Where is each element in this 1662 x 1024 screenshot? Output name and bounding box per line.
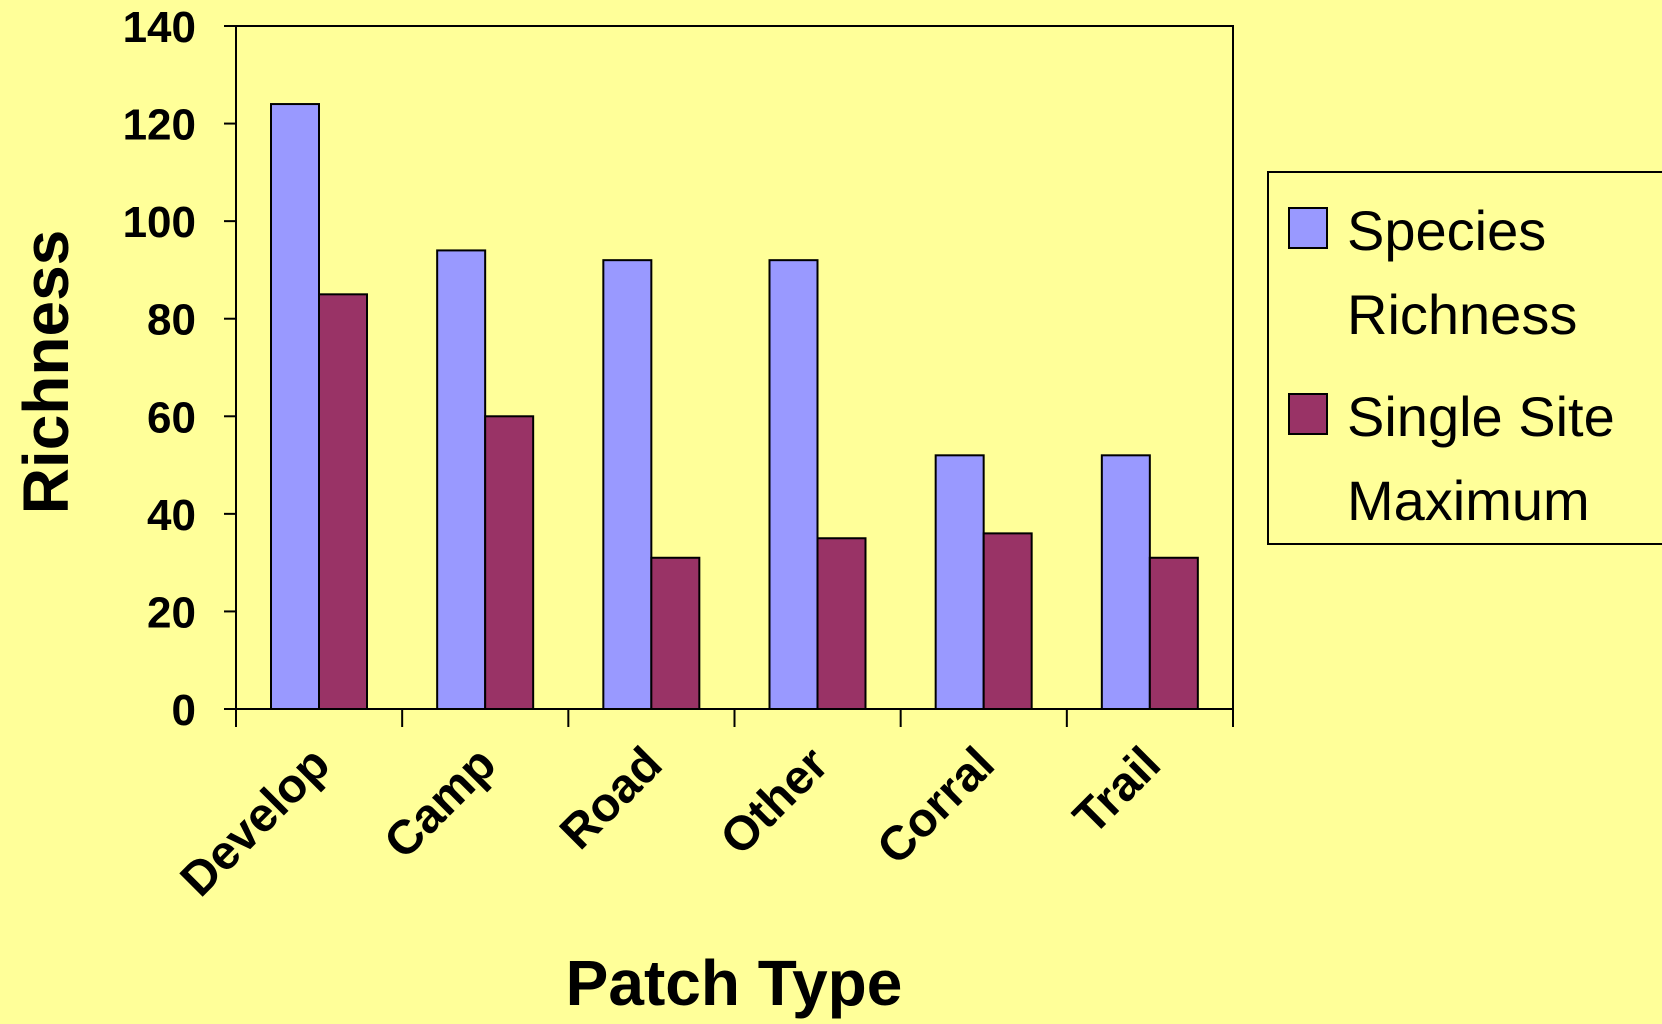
legend-swatch xyxy=(1288,393,1328,435)
x-tick-label: Camp xyxy=(375,737,507,869)
bar-species-richness-trail xyxy=(1100,454,1151,711)
y-tick-label: 60 xyxy=(147,393,196,442)
x-axis-title: Patch Type xyxy=(566,947,903,1019)
bar-species-richness-corral xyxy=(934,454,985,711)
legend: Species Richness Single Site Maximum xyxy=(1267,171,1662,545)
bar-species-richness-other xyxy=(768,259,819,710)
y-tick-label: 40 xyxy=(147,491,196,540)
y-axis-title: Richness xyxy=(10,230,82,515)
y-tick-label: 80 xyxy=(147,296,196,345)
bar-single-site-maximum-trail xyxy=(1148,556,1199,710)
y-tick-label: 20 xyxy=(147,588,196,637)
bar-species-richness-road xyxy=(602,259,653,710)
legend-swatch xyxy=(1288,207,1328,249)
y-tick-label: 100 xyxy=(123,198,196,247)
bar-single-site-maximum-camp xyxy=(484,415,535,710)
y-tick-label: 120 xyxy=(123,101,196,150)
legend-box xyxy=(1267,171,1662,545)
x-tick-label: Road xyxy=(550,737,672,859)
plot-area xyxy=(235,25,1234,711)
y-axis: 0 20 40 60 80 100 120 140 xyxy=(123,3,236,735)
bar-species-richness-develop xyxy=(270,103,320,711)
legend-label: Richness xyxy=(1347,283,1577,346)
x-tick-label: Develop xyxy=(171,737,341,907)
y-tick-label: 0 xyxy=(172,686,196,735)
bar-single-site-maximum-corral xyxy=(982,532,1033,710)
x-tick-label: Trail xyxy=(1064,737,1171,844)
x-axis: Develop Camp Road Other Corral Trail xyxy=(171,709,1234,907)
y-tick-label: 140 xyxy=(123,3,196,52)
plot-frame xyxy=(235,25,1234,710)
legend-label: Maximum xyxy=(1347,469,1590,532)
legend-label: Single Site xyxy=(1347,385,1615,448)
legend-label: Species xyxy=(1347,199,1546,262)
x-tick-label: Corral xyxy=(867,737,1004,874)
x-tick-label: Other xyxy=(711,737,839,865)
bar-single-site-maximum-develop xyxy=(318,293,368,710)
bar-single-site-maximum-other xyxy=(816,537,867,710)
bar-species-richness-camp xyxy=(436,249,487,711)
bar-single-site-maximum-road xyxy=(650,556,701,710)
